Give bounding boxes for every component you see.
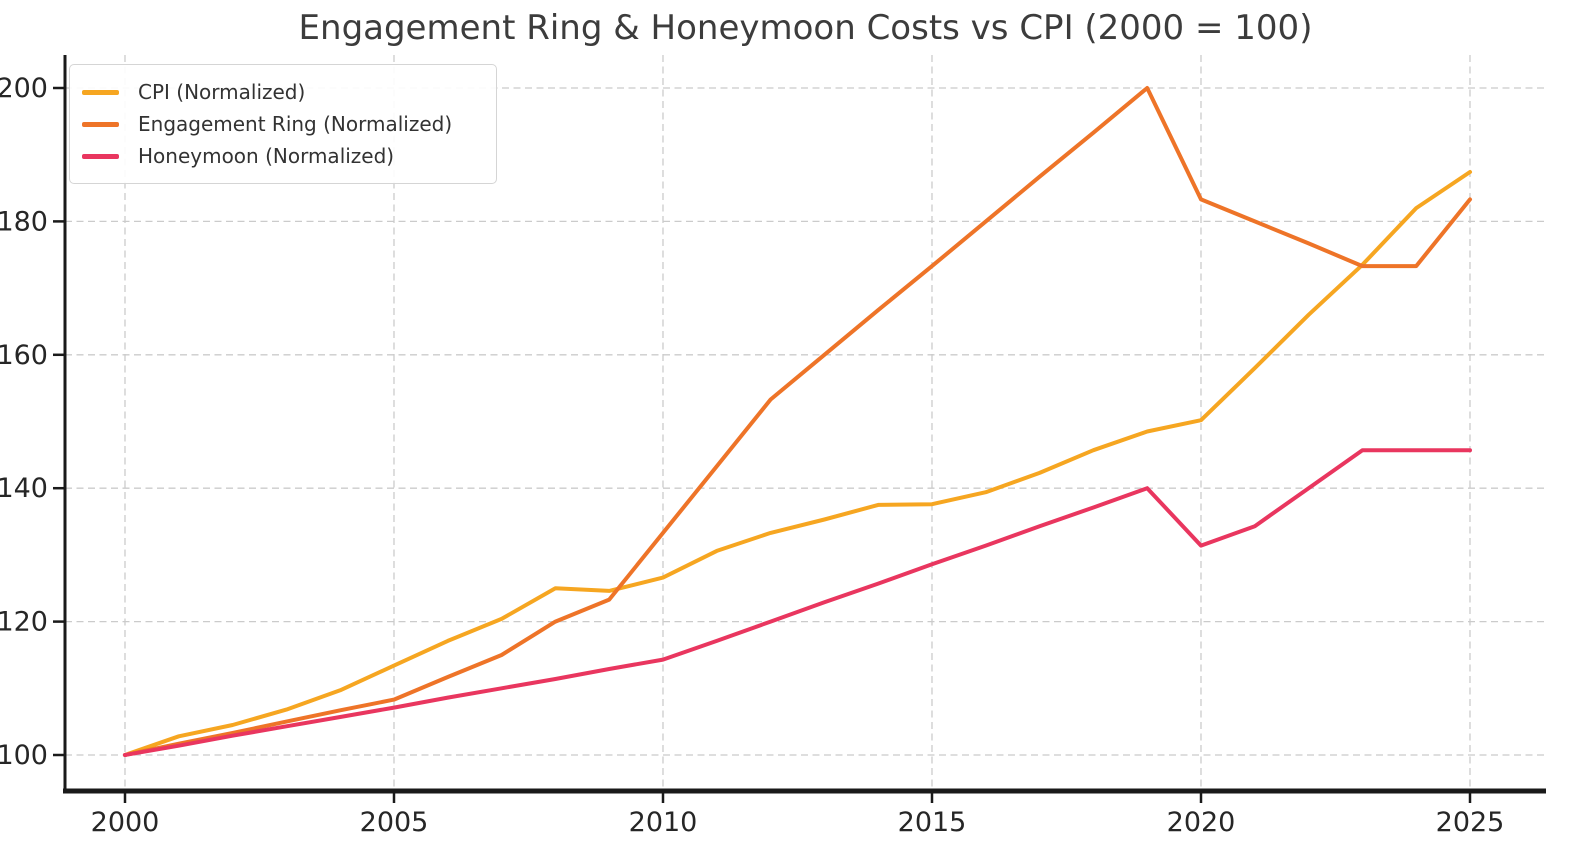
y-axis-tick-label: 160 <box>0 340 48 371</box>
legend-label: Honeymoon (Normalized) <box>138 144 395 168</box>
x-axis-tick-label: 2025 <box>1436 807 1505 838</box>
legend-swatch <box>82 121 119 127</box>
chart-title: Engagement Ring & Honeymoon Costs vs CPI… <box>298 8 1313 48</box>
series-line <box>123 448 1472 757</box>
x-axis-tick-label: 2005 <box>360 807 429 838</box>
x-axis-tick-label: 2015 <box>898 807 967 838</box>
legend-label: Engagement Ring (Normalized) <box>138 112 453 136</box>
y-axis-tick-label: 120 <box>0 607 48 638</box>
y-axis-tick-label: 100 <box>0 740 48 771</box>
x-axis-tick-label: 2000 <box>91 807 160 838</box>
legend-swatch <box>82 89 119 95</box>
legend-item: Engagement Ring (Normalized) <box>82 108 482 140</box>
legend-label: CPI (Normalized) <box>138 80 306 104</box>
legend-item: CPI (Normalized) <box>82 76 482 108</box>
legend-swatch <box>82 153 119 159</box>
y-axis-tick-label: 180 <box>0 206 48 237</box>
legend: CPI (Normalized) Engagement Ring (Normali… <box>69 64 497 184</box>
y-axis-tick-label: 140 <box>0 473 48 504</box>
series-line <box>123 86 1472 757</box>
legend-item: Honeymoon (Normalized) <box>82 140 482 172</box>
series-line <box>123 170 1472 757</box>
x-axis-tick-label: 2010 <box>629 807 698 838</box>
x-axis-tick-label: 2020 <box>1167 807 1236 838</box>
y-axis-tick-label: 200 <box>0 73 48 104</box>
